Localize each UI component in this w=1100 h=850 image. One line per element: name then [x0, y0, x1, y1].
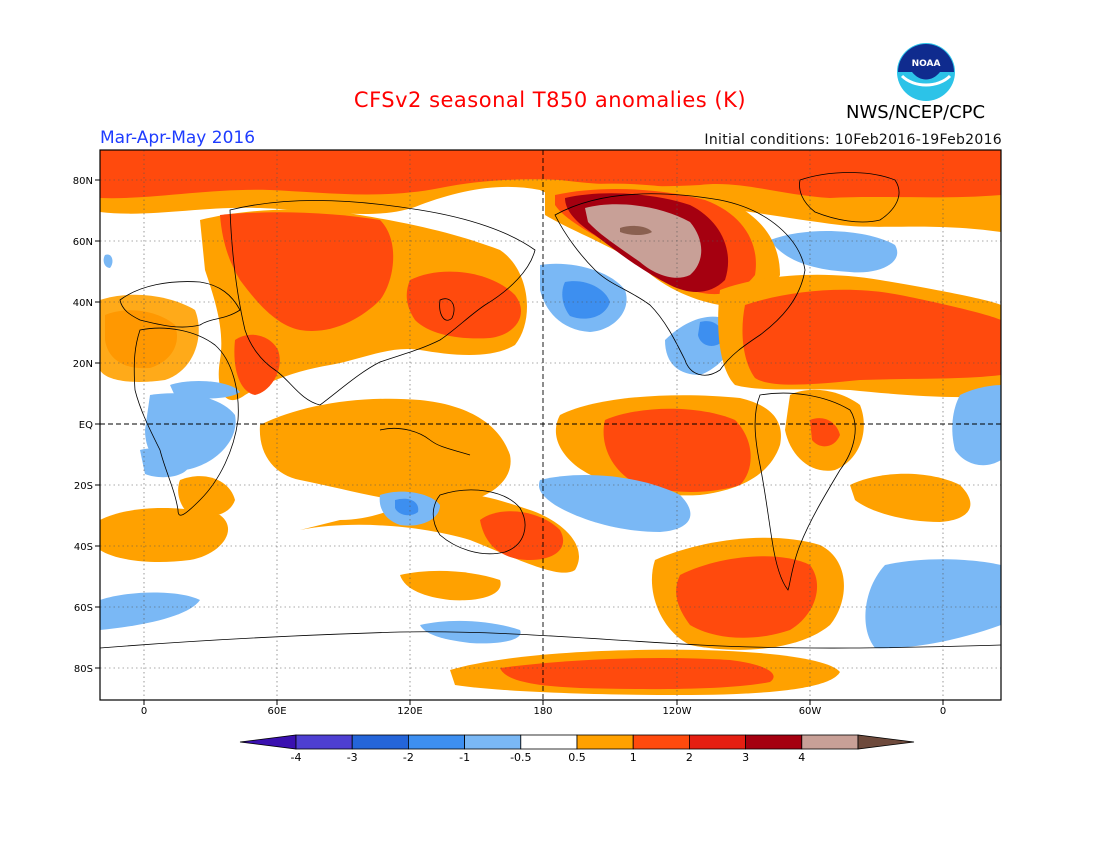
- lon-label-60w: 60W: [799, 706, 822, 717]
- anomaly-region-se-pacific-red: [676, 556, 818, 638]
- anomaly-region-india-red: [234, 334, 280, 395]
- coastline-south-america: [754, 392, 856, 591]
- colorbar-swatch: [351, 734, 409, 750]
- lat-label-80s: 80S: [74, 664, 93, 675]
- colorbar-label: 2: [686, 751, 693, 764]
- anomaly-region-southatlantic-cool: [865, 559, 1001, 649]
- colorbar-swatch: [801, 734, 859, 750]
- anomaly-region-australia-red: [480, 511, 564, 560]
- anomaly-region-antarctica-red: [500, 657, 774, 690]
- anomaly-region-us-atlantic-red: [742, 289, 1001, 385]
- colorbar-arrow-high: [857, 734, 915, 750]
- colorbar: -4 -3 -2 -1 -0.5 0.5 1 2 3 4: [239, 734, 915, 764]
- map-title: CFSv2 seasonal T850 anomalies (K): [353, 88, 747, 112]
- coastline-greenland: [799, 172, 900, 223]
- colorbar-label: 4: [798, 751, 805, 764]
- season-label: Mar-Apr-May 2016: [100, 128, 256, 148]
- lon-label-0-east: 0: [940, 706, 946, 717]
- anomaly-field: [100, 150, 1001, 700]
- anomaly-region-eurasia-red: [220, 212, 394, 331]
- lon-label-0: 0: [141, 706, 147, 717]
- lat-label-40s: 40S: [74, 542, 93, 553]
- colorbar-label: 1: [630, 751, 637, 764]
- anomaly-region-africa-cool-2: [140, 448, 190, 478]
- anomaly-region-eastern-atlantic-cool: [952, 385, 1001, 466]
- anomaly-region-arctic-red: [100, 150, 1001, 199]
- colorbar-label: -4: [291, 751, 302, 764]
- colorbar-swatch: [689, 734, 747, 750]
- lat-label-40n: 40N: [73, 298, 93, 309]
- coastline-eurasia: [229, 200, 536, 406]
- anomaly-region-south-indian-orange: [400, 570, 501, 601]
- anomaly-region-west-cool: [103, 254, 113, 268]
- anomaly-region-west-southern-cool: [100, 592, 200, 630]
- colorbar-label: 3: [742, 751, 749, 764]
- anomaly-region-southatlantic-orange: [850, 473, 971, 522]
- lon-label-120w: 120W: [663, 706, 692, 717]
- anomaly-region-south-pacific-cool: [538, 475, 691, 532]
- colorbar-label: -3: [347, 751, 358, 764]
- colorbar-arrow-low: [239, 734, 297, 750]
- anomaly-region-africa-orange: [178, 476, 235, 517]
- lon-label-60e: 60E: [267, 706, 286, 717]
- lon-label-120e: 120E: [397, 706, 422, 717]
- lat-label-eq: EQ: [79, 420, 93, 431]
- anomaly-region-eastasia-red: [406, 271, 521, 339]
- coastline-east-asia-islands: [439, 298, 455, 321]
- coastline-indonesia: [379, 427, 471, 456]
- coastline-north-america: [554, 193, 806, 376]
- colorbar-label: -2: [403, 751, 414, 764]
- anomaly-region-indo-pacific-orange: [259, 398, 511, 505]
- colorbar-swatch: [632, 734, 690, 750]
- noaa-logo-text: NOAA: [912, 59, 941, 69]
- lat-label-80n: 80N: [73, 176, 93, 187]
- anomaly-region-northafrica-cool: [170, 380, 240, 399]
- colorbar-swatch: [464, 734, 522, 750]
- initial-conditions-label: Initial conditions: 10Feb2016-19Feb2016: [704, 132, 1002, 148]
- colorbar-swatch: [407, 734, 465, 750]
- lat-label-60s: 60S: [74, 603, 93, 614]
- lat-ticks: [95, 179, 100, 669]
- anomaly-region-europe-orange: [100, 294, 199, 382]
- coastline-antarctica: [100, 631, 1001, 649]
- reference-lines: [100, 150, 1001, 700]
- colorbar-label: -0.5: [510, 751, 531, 764]
- coastline-australia: [432, 489, 526, 555]
- coastline-europe: [119, 281, 241, 328]
- colorbar-label: -1: [459, 751, 470, 764]
- colorbar-swatch: [295, 734, 353, 750]
- anomaly-region-brazil-red: [810, 418, 840, 447]
- agency-label: NWS/NCEP/CPC: [846, 102, 986, 123]
- anomaly-region-mexico-cool-2: [698, 321, 723, 346]
- anomaly-region-australia-cool-2: [395, 498, 419, 516]
- anomaly-region-alaska-brown: [585, 204, 702, 278]
- coastline-africa: [133, 327, 239, 516]
- colorbar-swatch: [520, 734, 578, 750]
- colorbar-label: 0.5: [568, 751, 586, 764]
- map-frame: [99, 149, 1002, 701]
- lat-label-60n: 60N: [73, 237, 93, 248]
- lat-label-20s: 20S: [74, 481, 93, 492]
- colorbar-swatch: [745, 734, 803, 750]
- colorbar-swatch: [576, 734, 634, 750]
- anomaly-region-alaska-core: [620, 225, 652, 235]
- noaa-logo: NOAA: [897, 43, 955, 101]
- anomaly-region-north-pacific-cool-2: [562, 281, 610, 319]
- lat-label-20n: 20N: [73, 359, 93, 370]
- lon-ticks: [143, 700, 944, 705]
- coastlines: [100, 172, 1001, 649]
- anomaly-region-eq-pacific-red: [603, 408, 751, 492]
- lon-label-180: 180: [533, 706, 552, 717]
- anomaly-region-atlantic-cool: [770, 230, 898, 273]
- grid: [100, 150, 1001, 700]
- anomaly-region-africa-south-orange: [100, 508, 229, 562]
